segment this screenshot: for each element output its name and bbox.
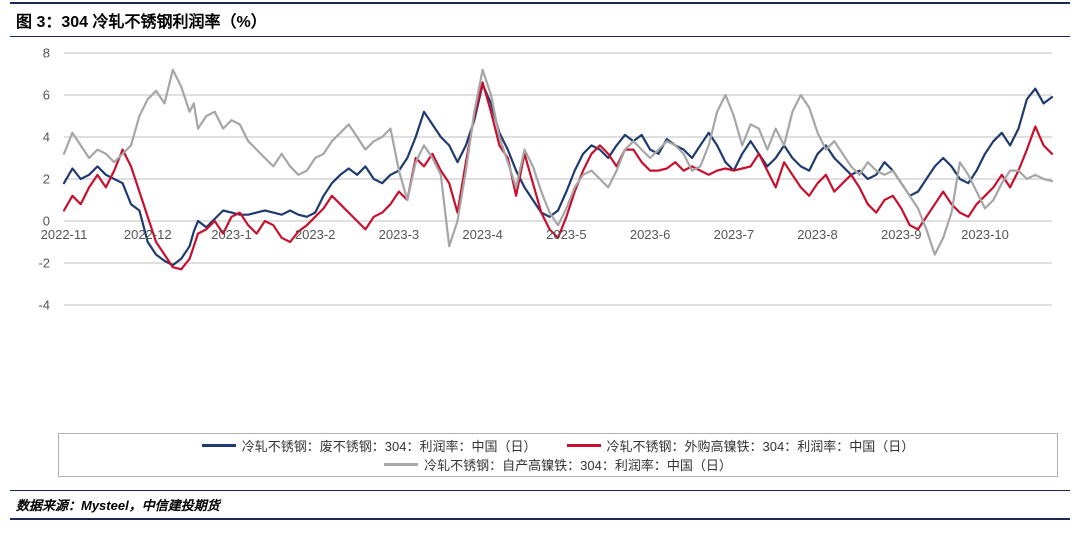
- x-tick-label: 2022-12: [124, 227, 172, 242]
- y-tick-label: 6: [43, 88, 50, 103]
- source-text: 数据来源：Mysteel，中信建投期货: [16, 498, 220, 513]
- y-tick-label: -4: [38, 298, 50, 313]
- chart-title: 图 3：304 冷轧不锈钢利润率（%）: [16, 14, 267, 31]
- x-tick-label: 2023-7: [714, 227, 754, 242]
- y-tick-label: -2: [38, 256, 50, 271]
- x-tick-label: 2023-2: [295, 227, 335, 242]
- y-tick-label: 8: [43, 46, 50, 61]
- x-tick-label: 2023-10: [961, 227, 1009, 242]
- x-tick-label: 2023-3: [379, 227, 419, 242]
- y-tick-label: 4: [43, 130, 50, 145]
- chart-title-bar: 图 3：304 冷轧不锈钢利润率（%）: [10, 2, 1070, 37]
- legend-item: 冷轧不锈钢：外购高镍铁：304：利润率：中国（日）: [567, 436, 915, 455]
- x-tick-label: 2023-6: [630, 227, 670, 242]
- x-tick-label: 2023-8: [797, 227, 837, 242]
- x-tick-label: 2023-1: [211, 227, 251, 242]
- legend-item: 冷轧不锈钢：废不锈钢：304：利润率：中国（日）: [202, 436, 537, 455]
- legend-swatch: [202, 444, 236, 447]
- legend-item: 冷轧不锈钢：自产高镍铁：304：利润率：中国（日）: [384, 455, 732, 474]
- legend-label: 冷轧不锈钢：外购高镍铁：304：利润率：中国（日）: [607, 436, 915, 455]
- legend-swatch: [384, 463, 418, 466]
- legend-label: 冷轧不锈钢：自产高镍铁：304：利润率：中国（日）: [424, 455, 732, 474]
- legend-swatch: [567, 444, 601, 447]
- source-bar: 数据来源：Mysteel，中信建投期货: [10, 490, 1070, 520]
- x-tick-label: 2023-5: [546, 227, 586, 242]
- legend: 冷轧不锈钢：废不锈钢：304：利润率：中国（日） 冷轧不锈钢：外购高镍铁：304：…: [58, 433, 1058, 477]
- chart-container: -4-202468 2022-112022-122023-12023-22023…: [10, 45, 1070, 480]
- x-tick-label: 2023-9: [881, 227, 921, 242]
- legend-label: 冷轧不锈钢：废不锈钢：304：利润率：中国（日）: [242, 436, 537, 455]
- x-tick-label: 2023-4: [462, 227, 502, 242]
- y-tick-label: 2: [43, 172, 50, 187]
- x-tick-label: 2022-11: [41, 227, 88, 242]
